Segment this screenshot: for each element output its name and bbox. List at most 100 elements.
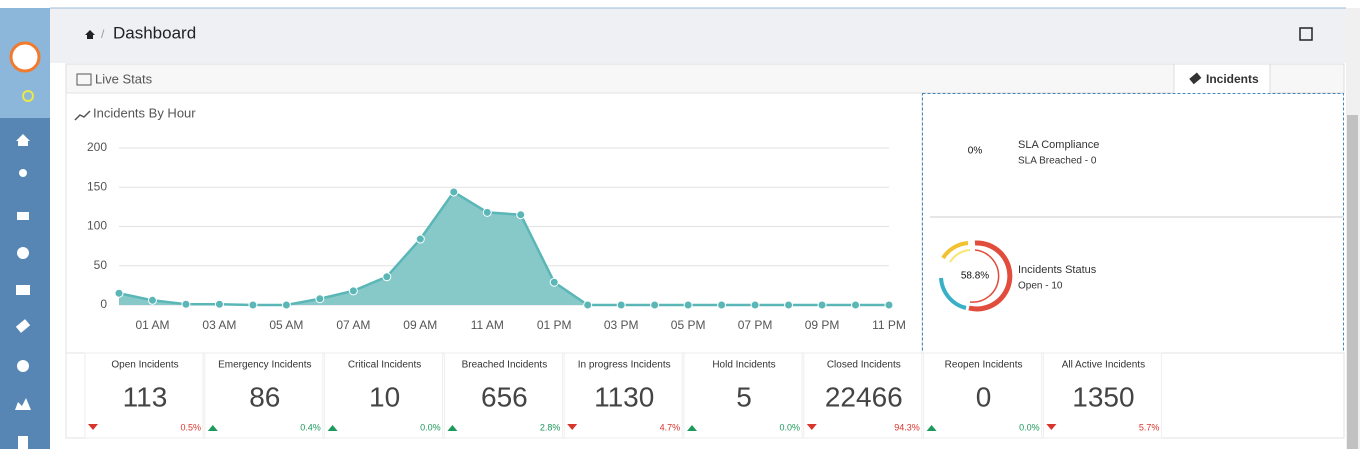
point	[348, 286, 358, 296]
ticket-icon[interactable]	[15, 319, 31, 333]
trend-arrow	[806, 424, 817, 430]
stat-change: 0.0%	[420, 422, 441, 432]
chart: 0 50 100 150 200 01 AM 03 AM 05 AM 07 AM 09 AM 11 …	[87, 140, 906, 332]
stat-value: 5	[736, 381, 752, 412]
stat-card	[204, 352, 324, 439]
alert-icon[interactable]	[17, 360, 29, 372]
trend-arrow	[447, 425, 458, 431]
stat-value: 113	[123, 381, 168, 412]
status-percent: 58.8%	[961, 271, 989, 282]
trend-arrow	[567, 424, 578, 430]
globe-icon[interactable]	[17, 247, 29, 259]
trend-arrow	[1046, 424, 1057, 430]
status-detail: Open - 10	[1018, 281, 1063, 292]
tab-incidents[interactable]: Incidents	[1206, 72, 1259, 86]
x-tick-label: 05 AM	[269, 318, 303, 332]
point	[784, 300, 794, 310]
stat-value: 22466	[825, 381, 903, 412]
scrollbar-thumb[interactable]	[1347, 115, 1358, 449]
donut-arc-red	[968, 240, 1013, 312]
tab-bar	[65, 63, 1345, 94]
stat-change: 94.3%	[894, 422, 920, 432]
point	[884, 300, 894, 310]
incidents-panel	[922, 93, 1344, 354]
y-tick-label: 150	[87, 179, 107, 193]
stat-change: 0.0%	[779, 422, 800, 432]
point	[181, 299, 191, 309]
sla-percent: 0%	[968, 146, 983, 157]
x-tick-label: 07 PM	[738, 318, 773, 332]
stat-name: Reopen Incidents	[945, 360, 1023, 371]
x-tick-label: 09 PM	[805, 318, 840, 332]
x-tick-label: 03 PM	[604, 318, 639, 332]
trend-arrow	[207, 425, 218, 431]
trend-arrow	[88, 424, 98, 430]
point	[382, 272, 392, 282]
x-tick-label: 07 AM	[336, 318, 370, 332]
stat-card	[683, 352, 803, 439]
file-icon[interactable]	[18, 436, 28, 449]
trend-arrow	[926, 425, 937, 431]
x-tick-label: 01 AM	[135, 318, 169, 332]
page-title: Dashboard	[113, 23, 196, 42]
bar-icon	[76, 73, 92, 86]
stat-change: 5.7%	[1139, 422, 1160, 432]
point	[616, 300, 626, 310]
line	[118, 190, 889, 307]
point	[214, 299, 224, 309]
chart-icon[interactable]	[15, 398, 31, 410]
stat-card	[443, 352, 563, 439]
stat-value: 1130	[594, 381, 654, 412]
stat-change: 0.4%	[300, 422, 321, 432]
y-tick-label: 0	[100, 297, 107, 311]
point	[281, 300, 291, 310]
tab-incidents-bg[interactable]	[1173, 63, 1271, 95]
power-icon[interactable]	[22, 90, 34, 102]
point	[817, 300, 827, 310]
calendar-icon[interactable]	[1299, 27, 1313, 41]
y-tick-label: 50	[94, 258, 108, 272]
stat-name: Closed Incidents	[827, 360, 901, 371]
stat-name: Critical Incidents	[348, 360, 421, 371]
stat-card	[803, 352, 923, 439]
stat-value: 10	[369, 381, 400, 412]
tab-live-stats[interactable]: Live Stats	[95, 71, 153, 86]
y-tick-label: 100	[87, 219, 107, 233]
breadcrumb-home[interactable]	[85, 30, 95, 39]
list-icon[interactable]	[16, 285, 30, 295]
status-donut	[939, 240, 1013, 312]
avatar[interactable]	[9, 41, 41, 73]
point	[683, 300, 693, 310]
home-icon[interactable]	[16, 134, 30, 146]
sla-title: SLA Compliance	[1018, 139, 1099, 151]
point	[449, 187, 459, 197]
x-tick-label: 09 AM	[403, 318, 437, 332]
status-title: Incidents Status	[1018, 264, 1097, 276]
stat-card	[1042, 352, 1162, 439]
stat-card	[324, 352, 444, 439]
stat-value: 86	[249, 381, 280, 412]
x-tick-label: 11 AM	[471, 318, 504, 332]
x-tick-label: 11 PM	[872, 318, 906, 332]
stat-card	[923, 352, 1043, 439]
breadcrumb-sep: /	[101, 27, 105, 41]
donut-arc-teal	[939, 277, 967, 310]
trend-arrow	[327, 425, 338, 431]
chart-title: Incidents By Hour	[93, 105, 196, 120]
point	[717, 300, 727, 310]
donut-arc-yellow	[941, 241, 969, 260]
trend-arrow	[687, 425, 697, 431]
stats: Open Incidents 113 0.5% Emergency Incidents…	[84, 352, 1162, 439]
stat-change: 0.0%	[1019, 422, 1040, 432]
user-icon[interactable]	[19, 169, 27, 177]
stat-name: Open Incidents	[111, 360, 178, 371]
sla-detail: SLA Breached - 0	[1018, 156, 1097, 167]
point	[650, 300, 660, 310]
stat-name: Breached Incidents	[462, 360, 548, 371]
point	[248, 300, 258, 310]
sitemap-icon[interactable]	[17, 212, 29, 220]
stat-change: 0.5%	[180, 422, 201, 432]
point	[549, 277, 559, 287]
